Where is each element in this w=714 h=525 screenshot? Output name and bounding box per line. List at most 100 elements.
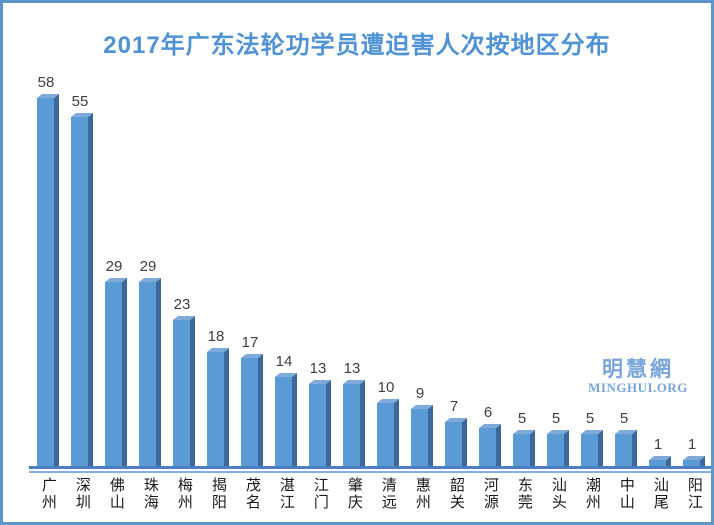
bar [139,278,161,466]
bar-front-face [377,403,394,466]
bar-top-face [207,348,229,352]
bar-top-face [241,354,263,358]
bar-column: 6 [473,3,507,466]
bar-front-face [445,422,462,466]
bar-front-face [649,460,666,466]
bar-front-face [683,460,700,466]
bar [479,424,501,466]
bar-value-label: 58 [37,74,55,91]
bar-value-label: 5 [517,410,527,427]
bar-value-label: 9 [415,385,425,402]
bar [275,373,297,466]
bar-column: 29 [133,3,167,466]
bar-top-face [377,399,399,403]
bar-side-face [666,456,671,466]
bar-side-face [564,430,569,466]
bar-column: 7 [439,3,473,466]
bar-side-face [88,113,93,466]
bar-value-label: 17 [241,334,259,351]
bar-value-label: 5 [551,410,561,427]
bar-side-face [224,348,229,466]
watermark-logo-text: 明慧網 [602,358,674,381]
x-axis-line [29,466,711,469]
bar-value-label: 14 [275,353,293,370]
bar [71,113,93,466]
bar-value-label: 1 [687,436,697,453]
bar-front-face [71,117,88,466]
minghui-watermark: 明慧網 MINGHUI.ORG [571,358,705,395]
x-axis-label: 广州 [39,477,57,511]
x-axis-label: 揭阳 [209,477,227,511]
bar-value-label: 13 [309,360,327,377]
bar-value-label: 6 [483,404,493,421]
bar-top-face [37,94,59,98]
bar-column: 9 [405,3,439,466]
x-axis-line-shadow [29,471,711,473]
bar-side-face [292,373,297,466]
x-axis-label: 韶关 [447,477,465,511]
bar-column: 5 [575,3,609,466]
bar-side-face [190,316,195,466]
bar-column: 55 [65,3,99,466]
bar-value-label: 55 [71,93,89,110]
x-axis-label: 珠海 [141,477,159,511]
x-axis-label: 东莞 [515,477,533,511]
x-axis-label: 惠州 [413,477,431,511]
x-axis-label: 梅州 [175,477,193,511]
bar-front-face [105,282,122,466]
bar-front-face [207,352,224,466]
bar [683,456,705,466]
bar [343,380,365,466]
bar-top-face [479,424,501,428]
bar-value-label: 5 [585,410,595,427]
bar [105,278,127,466]
bar [37,94,59,466]
bar-front-face [241,358,258,466]
bar-column: 5 [507,3,541,466]
bar-column: 1 [677,3,711,466]
bar-column: 1 [643,3,677,466]
bar [173,316,195,466]
chart-plot-area: 58 55 29 29 23 18 17 14 13 13 10 9 7 6 5 5 5 5 1 1 [31,3,711,466]
x-axis-label: 湛江 [277,477,295,511]
bar [309,380,331,466]
bar-side-face [258,354,263,466]
bar-side-face [54,94,59,466]
bar [241,354,263,466]
bar-front-face [581,434,598,466]
bar-column: 17 [235,3,269,466]
bar-front-face [479,428,496,466]
bar-value-label: 23 [173,296,191,313]
x-axis-label: 汕尾 [651,477,669,511]
bar-top-face [649,456,671,460]
x-axis-label: 清远 [379,477,397,511]
bar [649,456,671,466]
x-axis-label: 深圳 [73,477,91,511]
bar-side-face [700,456,705,466]
bar-top-face [139,278,161,282]
bar [445,418,467,466]
bar-side-face [598,430,603,466]
bar-side-face [394,399,399,466]
bar-front-face [139,282,156,466]
watermark-url-text: MINGHUI.ORG [588,380,688,396]
bar-front-face [37,98,54,466]
bar-front-face [513,434,530,466]
bar-column: 23 [167,3,201,466]
bar-value-label: 18 [207,328,225,345]
bar-front-face [173,320,190,466]
bar-column: 5 [609,3,643,466]
bar-top-face [105,278,127,282]
bar-side-face [122,278,127,466]
bar-value-label: 29 [139,258,157,275]
bar [411,405,433,466]
x-axis-label: 肇庆 [345,477,363,511]
bar-column: 58 [31,3,65,466]
bar-front-face [309,384,326,466]
bar-top-face [581,430,603,434]
bar-column: 10 [371,3,405,466]
bar-top-face [173,316,195,320]
bar-value-label: 5 [619,410,629,427]
bar [581,430,603,466]
